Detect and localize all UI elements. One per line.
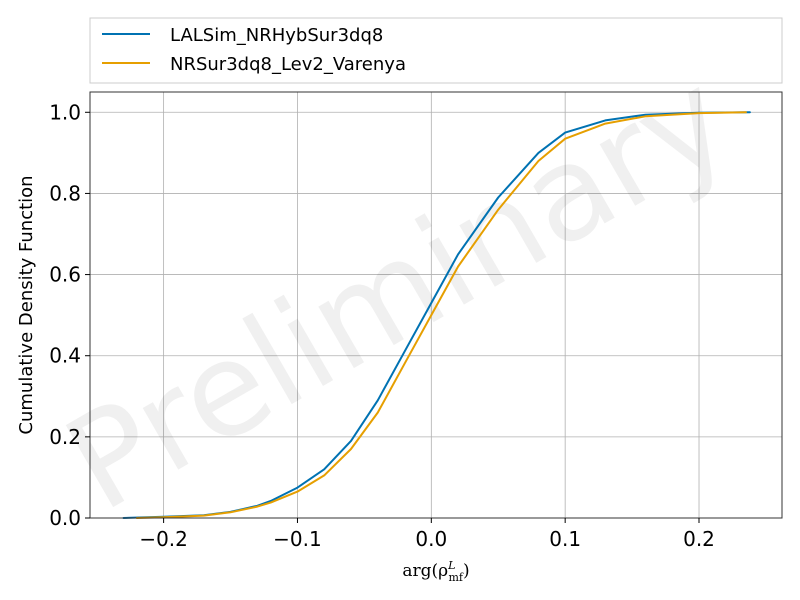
x-axis-label: arg(ρL mf) — [402, 559, 469, 584]
y-tick-label: 0.8 — [49, 181, 81, 205]
x-tick-label: 0.0 — [415, 527, 447, 551]
series-line-1 — [135, 111, 747, 519]
y-tick-label: 1.0 — [49, 100, 81, 124]
y-tick-label: 0.0 — [49, 506, 81, 530]
y-axis-label: Cumulative Density Function — [16, 175, 37, 434]
legend-frame — [89, 17, 783, 84]
x-tick-label: −0.1 — [273, 527, 322, 551]
legend-label-lalsim: LALSim_NRHybSur3dq8 — [170, 25, 383, 46]
y-tick-label: 0.4 — [49, 344, 81, 368]
legend-label-nrsur: NRSur3dq8_Lev2_Varenya — [170, 54, 406, 75]
y-tick-label: 0.6 — [49, 263, 81, 287]
x-tick-label: 0.2 — [683, 527, 715, 551]
legend: LALSim_NRHybSur3dq8 NRSur3dq8_Lev2_Varen… — [89, 17, 783, 84]
x-tick-label: 0.1 — [549, 527, 581, 551]
x-tick-label: −0.2 — [139, 527, 188, 551]
ticks: −0.2 −0.1 0.0 0.1 0.2 0.0 0.2 0.4 0.6 0.8 1.0 — [49, 100, 715, 551]
y-tick-label: 0.2 — [49, 425, 81, 449]
series-layer — [122, 111, 751, 519]
plot-frame — [89, 91, 783, 519]
